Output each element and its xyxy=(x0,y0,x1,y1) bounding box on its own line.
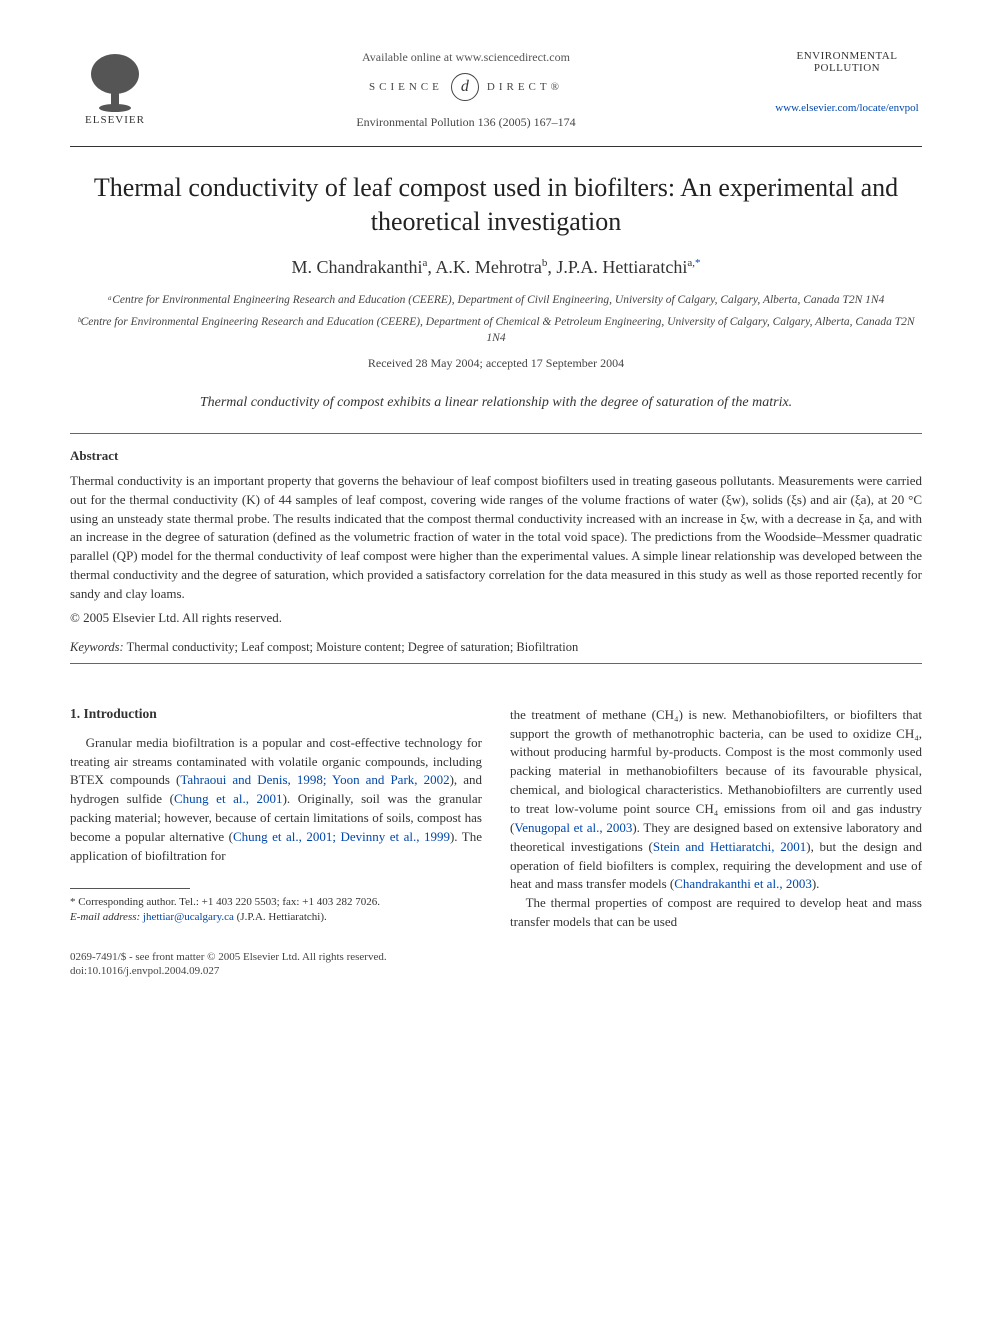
received-accepted-dates: Received 28 May 2004; accepted 17 Septem… xyxy=(70,356,922,371)
keywords-line: Keywords: Thermal conductivity; Leaf com… xyxy=(70,640,922,655)
elsevier-tree-icon xyxy=(83,50,147,114)
keywords-label: Keywords: xyxy=(70,640,124,654)
intro-paragraph-left: Granular media biofiltration is a popula… xyxy=(70,734,482,866)
citation-tahraoui[interactable]: Tahraoui and Denis, 1998; Yoon and Park,… xyxy=(180,772,449,787)
author-1-affil: a xyxy=(422,257,427,269)
journal-name-line2: POLLUTION xyxy=(772,62,922,74)
abstract-body: Thermal conductivity is an important pro… xyxy=(70,472,922,604)
email-label: E-mail address: xyxy=(70,911,140,923)
email-address[interactable]: jhettiar@ucalgary.ca xyxy=(143,911,234,923)
header-center: Available online at www.sciencedirect.co… xyxy=(160,50,772,130)
right-column: the treatment of methane (CH₄) is new. M… xyxy=(510,706,922,932)
author-3-affil: a, xyxy=(687,257,695,269)
journal-name-box: ENVIRONMENTAL POLLUTION www.elsevier.com… xyxy=(772,50,922,114)
highlight-tagline: Thermal conductivity of compost exhibits… xyxy=(70,395,922,411)
elsevier-label: ELSEVIER xyxy=(85,114,145,126)
journal-url-link[interactable]: www.elsevier.com/locate/envpol xyxy=(772,102,922,114)
abstract-top-rule xyxy=(70,433,922,434)
sd-d-icon: d xyxy=(451,73,479,101)
intro-paragraph-right-1: the treatment of methane (CH₄) is new. M… xyxy=(510,706,922,894)
left-column: 1. Introduction Granular media biofiltra… xyxy=(70,706,482,932)
available-online-text: Available online at www.sciencedirect.co… xyxy=(160,50,772,65)
citation-venugopal[interactable]: Venugopal et al., 2003 xyxy=(514,820,632,835)
sd-right-text: DIRECT® xyxy=(487,81,563,93)
citation-chandrakanthi[interactable]: Chandrakanthi et al., 2003 xyxy=(674,876,812,891)
paper-title: Thermal conductivity of leaf compost use… xyxy=(70,171,922,239)
author-3: J.P.A. Hettiaratchi xyxy=(556,257,687,277)
elsevier-logo: ELSEVIER xyxy=(70,50,160,126)
footer-line-1: 0269-7491/$ - see front matter © 2005 El… xyxy=(70,950,922,964)
keywords-list: Thermal conductivity; Leaf compost; Mois… xyxy=(127,640,579,654)
author-2-affil: b xyxy=(542,257,548,269)
intro-paragraph-right-2: The thermal properties of compost are re… xyxy=(510,894,922,932)
paper-header: ELSEVIER Available online at www.science… xyxy=(70,50,922,130)
sciencedirect-logo: SCIENCE d DIRECT® xyxy=(160,73,772,101)
citation-stein[interactable]: Stein and Hettiaratchi, 2001 xyxy=(653,839,806,854)
header-rule xyxy=(70,146,922,147)
page-footer: 0269-7491/$ - see front matter © 2005 El… xyxy=(70,950,922,979)
author-1: M. Chandrakanthi xyxy=(292,257,423,277)
corresponding-mark: * xyxy=(695,257,701,269)
abstract-bottom-rule xyxy=(70,663,922,664)
email-footnote: E-mail address: jhettiar@ucalgary.ca (J.… xyxy=(70,910,482,925)
authors-line: M. Chandrakanthia, A.K. Mehrotrab, J.P.A… xyxy=(70,257,922,278)
abstract-copyright: © 2005 Elsevier Ltd. All rights reserved… xyxy=(70,610,922,626)
two-column-body: 1. Introduction Granular media biofiltra… xyxy=(70,706,922,932)
email-who: (J.P.A. Hettiaratchi). xyxy=(237,911,327,923)
citation-chung-2001a[interactable]: Chung et al., 2001 xyxy=(174,791,283,806)
citation-chung-devinny[interactable]: Chung et al., 2001; Devinny et al., 1999 xyxy=(233,829,450,844)
affiliation-a: ᵃCentre for Environmental Engineering Re… xyxy=(70,292,922,308)
footer-line-2: doi:10.1016/j.envpol.2004.09.027 xyxy=(70,964,922,978)
footnote-rule xyxy=(70,888,190,889)
author-2: A.K. Mehrotra xyxy=(435,257,541,277)
journal-reference: Environmental Pollution 136 (2005) 167–1… xyxy=(160,115,772,130)
journal-name-line1: ENVIRONMENTAL xyxy=(772,50,922,62)
affiliation-b: ᵇCentre for Environmental Engineering Re… xyxy=(70,314,922,346)
abstract-heading: Abstract xyxy=(70,448,922,464)
section-1-heading: 1. Introduction xyxy=(70,706,482,722)
corresponding-author-footnote: * Corresponding author. Tel.: +1 403 220… xyxy=(70,895,482,910)
sd-left-text: SCIENCE xyxy=(369,81,443,93)
